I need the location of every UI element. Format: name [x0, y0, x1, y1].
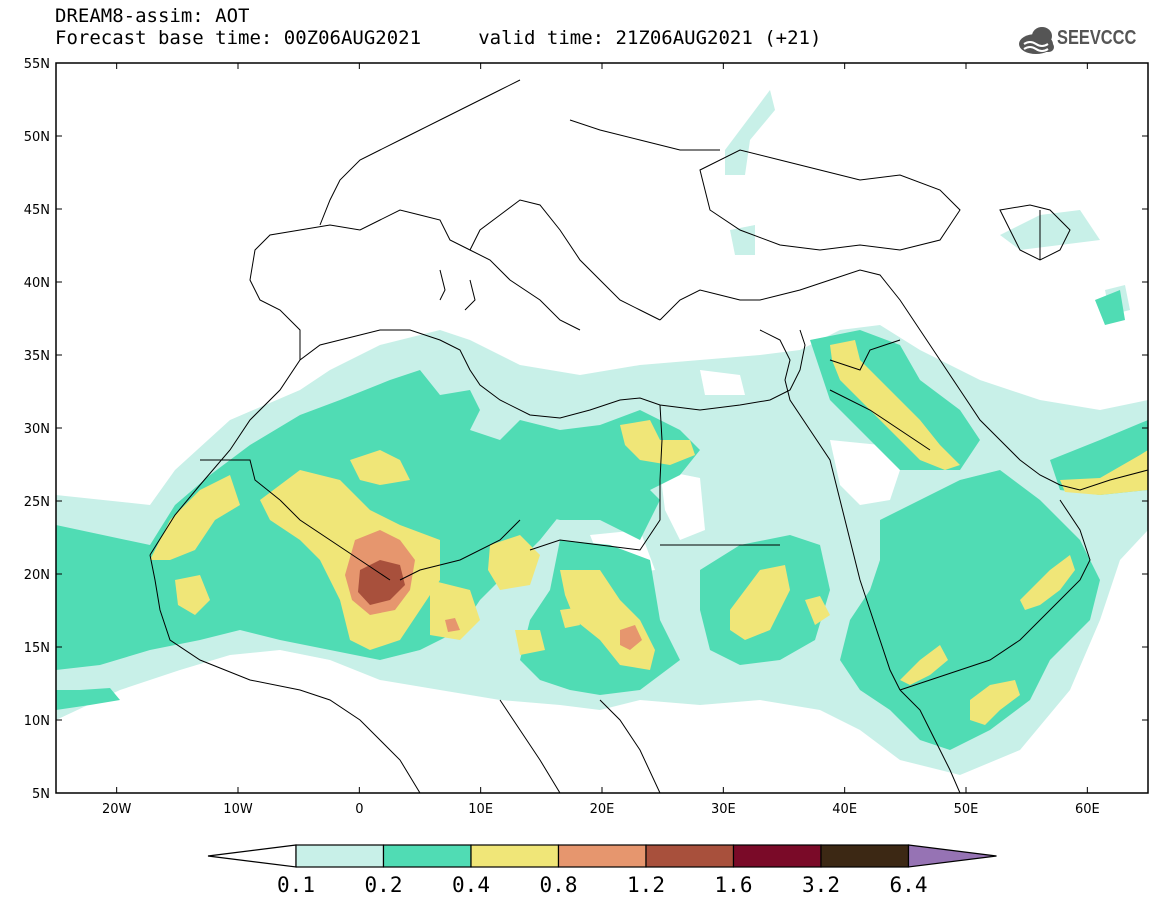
- colorbar-box: [645, 844, 735, 868]
- lon-tick-label: 30E: [711, 802, 736, 817]
- colorbar-level-label: 0.2: [365, 873, 403, 897]
- colorbar-box: [732, 844, 822, 868]
- lat-tick-label: 25N: [24, 495, 50, 510]
- colorbar-box: [382, 844, 472, 868]
- lat-tick-label: 15N: [24, 641, 50, 656]
- colorbar-level-label: 1.2: [627, 873, 665, 897]
- colorbar-level-label: 0.4: [452, 873, 490, 897]
- colorbar-box: [820, 844, 910, 868]
- aot-level-1-2: [358, 560, 405, 605]
- colorbar-box: [557, 844, 647, 868]
- longitude-ticks: 20W 10W 0 10E 20E 30E 40E 50E 60E: [102, 63, 1100, 817]
- colorbar-arrow-low: [207, 844, 297, 868]
- aot-shading: [56, 90, 1148, 775]
- colorbar-level-label: 0.8: [540, 873, 578, 897]
- colorbar-labels: 0.1 0.2 0.4 0.8 1.2 1.6 3.2 6.4: [277, 873, 927, 897]
- colorbar-boxes: [207, 844, 997, 868]
- forecast-time-line: Forecast base time: 00Z06AUG2021 valid t…: [55, 27, 822, 49]
- latitude-ticks: 55N 50N 45N 40N 35N 30N 25N 20N 15N 10N 5N: [24, 57, 1148, 802]
- lat-tick-label: 20N: [24, 568, 50, 583]
- lon-tick-label: 20W: [102, 802, 132, 817]
- lon-tick-label: 10W: [223, 802, 253, 817]
- lat-tick-label: 30N: [24, 422, 50, 437]
- colorbar-box: [470, 844, 560, 868]
- seevccc-logo: [1019, 27, 1054, 54]
- logo-text: SEEVCCC: [1057, 27, 1137, 49]
- colorbar-box: [295, 844, 385, 868]
- lon-tick-label: 50E: [954, 802, 979, 817]
- colorbar-arrow-high: [907, 844, 997, 868]
- lon-tick-label: 20E: [590, 802, 615, 817]
- lon-tick-label: 10E: [468, 802, 493, 817]
- lon-tick-label: 0: [355, 802, 363, 817]
- lat-tick-label: 10N: [24, 714, 50, 729]
- lon-tick-label: 40E: [832, 802, 857, 817]
- lat-tick-label: 55N: [24, 57, 50, 72]
- lat-tick-label: 5N: [32, 787, 50, 802]
- colorbar-level-label: 1.6: [715, 873, 753, 897]
- lat-tick-label: 35N: [24, 349, 50, 364]
- colorbar-level-label: 3.2: [802, 873, 840, 897]
- lat-tick-label: 45N: [24, 203, 50, 218]
- lat-tick-label: 50N: [24, 130, 50, 145]
- colorbar-level-label: 0.1: [277, 873, 315, 897]
- lat-tick-label: 40N: [24, 276, 50, 291]
- lon-tick-label: 60E: [1075, 802, 1100, 817]
- coastlines: [149, 79, 1148, 793]
- colorbar-level-label: 6.4: [890, 873, 928, 897]
- map-title: DREAM8-assim: AOT: [55, 5, 250, 27]
